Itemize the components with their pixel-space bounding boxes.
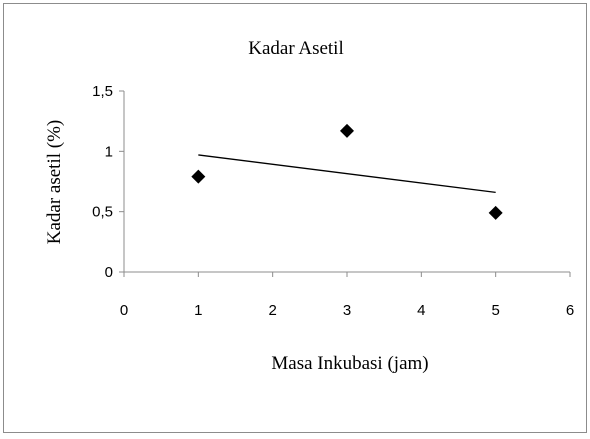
data-point-diamond [191,169,206,184]
x-tick-label: 1 [194,302,202,319]
chart-frame: Kadar Asetil 0 0,5 1 1,5 0 1 2 3 4 5 6 Masa Inkub… [3,3,587,433]
y-axis-title: Kadar asetil (%) [44,120,65,245]
y-tick-label: 0 [105,264,113,281]
scatter-chart: Kadar Asetil 0 0,5 1 1,5 0 1 2 3 4 5 6 Masa Inkub… [44,38,574,374]
trendline [198,154,496,194]
y-tick-label: 1 [105,143,113,160]
x-ticks: 0 1 2 3 4 5 6 [120,272,574,319]
y-tick-label: 1,5 [92,83,113,100]
axes [123,91,570,273]
data-point-diamond [340,123,354,138]
chart-title: Kadar Asetil [248,38,344,59]
y-ticks: 0 0,5 1 1,5 [92,83,124,281]
data-points [191,123,503,220]
x-tick-label: 6 [566,302,574,319]
x-tick-label: 5 [491,302,499,319]
x-tick-label: 2 [268,302,276,319]
x-axis-title: Masa Inkubasi (jam) [271,353,428,374]
data-point-diamond [488,205,503,220]
x-tick-label: 0 [120,302,128,319]
x-tick-label: 3 [343,302,351,319]
x-tick-label: 4 [417,302,425,319]
y-tick-label: 0,5 [92,204,113,221]
trendline-group [198,154,496,194]
